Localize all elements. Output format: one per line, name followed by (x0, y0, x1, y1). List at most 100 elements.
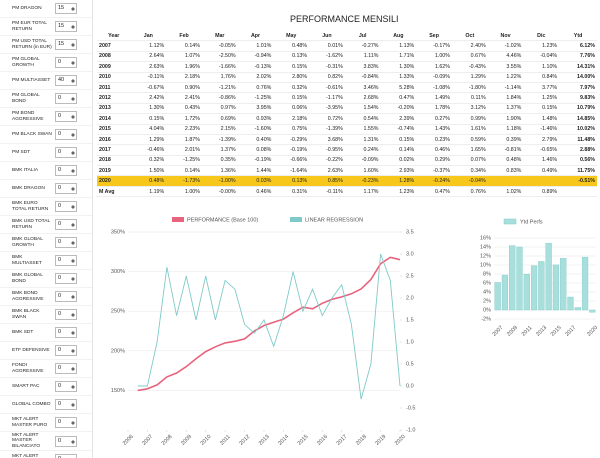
cell: 1.07% (166, 51, 202, 63)
number-input[interactable]: 0 (55, 273, 77, 284)
cell: -1.14% (487, 82, 524, 94)
item-label: BMK BLACK SWAN (12, 309, 40, 320)
cell: 2.02% (237, 72, 274, 83)
table-row: M Avg 1.19% 1.00% -0.00% 0.46% 0.31% -0.11% 1.1… (97, 186, 597, 198)
number-input[interactable]: 0 (55, 381, 77, 392)
cell: 1.49% (416, 92, 452, 104)
cell: 1.50% (130, 165, 167, 177)
number-input[interactable]: 0 (55, 309, 77, 320)
number-input[interactable]: 0 (55, 255, 77, 266)
cell: -0.09% (416, 72, 452, 83)
number-input[interactable]: 15 (55, 39, 77, 50)
x-tick-label: 2008 (161, 434, 174, 447)
cell: 0.48% (130, 175, 167, 187)
header-cell: Mar (201, 31, 238, 42)
cell: 1.13% (380, 40, 417, 52)
number-input[interactable]: 0 (55, 363, 77, 374)
x-tick-label: 2017 (336, 434, 349, 447)
cell: 2.39% (380, 113, 417, 125)
cell: -1.73% (166, 175, 202, 187)
x-tick-label: 2015 (297, 434, 310, 447)
item-label: MKT ALERT ITALIA BIG CAP (12, 454, 39, 458)
cell: -0.17% (416, 40, 452, 52)
year-cell: 2018 (97, 155, 131, 167)
cell: 1.61% (451, 124, 488, 135)
legend-swatch (172, 217, 184, 222)
cell (523, 175, 560, 187)
number-input[interactable]: 0 (55, 399, 77, 410)
y2-tick-label: 0.0 (406, 383, 414, 389)
cell: 0.14% (166, 165, 202, 177)
ytd-cell: -0.51% (559, 175, 597, 187)
cell: 5.28% (380, 82, 417, 94)
year-cell: 2016 (97, 134, 131, 146)
header-cell: Feb (166, 31, 202, 42)
number-input[interactable]: 0 (55, 291, 77, 302)
bar (509, 245, 516, 311)
number-input[interactable]: 0 (55, 183, 77, 194)
header-cell: Dic (523, 31, 560, 42)
cell: 0.89% (523, 186, 560, 198)
y-tick-label: 200% (111, 348, 125, 354)
cell: 1.00% (416, 51, 452, 63)
x-tick-label: 2009 (180, 434, 193, 447)
cell: 0.11% (451, 92, 488, 104)
number-input[interactable]: 0 (55, 237, 77, 248)
cell: 0.06% (273, 103, 310, 115)
number-input[interactable]: 0 (55, 327, 77, 338)
number-input[interactable]: 0 (55, 219, 77, 230)
ytd-cell: 14.85% (559, 113, 597, 125)
number-input[interactable]: 0 (55, 57, 77, 68)
table-row: 2015 4.04% 2.23% 2.15% -1.60% 0.75% -1.39% 1.55… (97, 124, 597, 135)
number-input[interactable]: 0 (55, 111, 77, 122)
table-row: 2019 1.50% 0.14% 1.36% 1.44% -1.64% 2.63% 1.60%… (97, 165, 597, 177)
number-input[interactable]: 0 (55, 417, 77, 428)
cell: -1.62% (309, 51, 345, 63)
cell: -1.00% (201, 175, 238, 187)
cell: 0.13% (273, 175, 310, 187)
y-tick-label: 12% (480, 253, 491, 259)
cell: 1.37% (487, 103, 524, 115)
sidebar-item: MKT ALERT MASTER PURO 0 (0, 414, 92, 432)
cell: 2.68% (344, 92, 381, 104)
number-input[interactable]: 15 (55, 3, 77, 14)
year-cell: 2015 (97, 124, 131, 135)
y-tick-label: 4% (483, 289, 491, 295)
y-tick-label: -2% (481, 316, 491, 322)
number-input[interactable]: 0 (55, 454, 77, 458)
ytd-cell: 0.56% (559, 155, 597, 167)
y-tick-label: 10% (480, 262, 491, 268)
cell: -0.67% (130, 82, 167, 94)
number-input[interactable]: 0 (55, 147, 77, 158)
table-row: 2007 1.12% 0.14% -0.05% 1.01% 0.48% 0.01% -0.27… (97, 40, 597, 52)
number-input[interactable]: 40 (55, 75, 77, 86)
cell: 0.34% (451, 165, 488, 177)
cell: 0.76% (451, 186, 488, 198)
bar (567, 296, 574, 311)
ytd-cell: 7.97% (559, 82, 597, 94)
ytd-cell: 14.31% (559, 61, 597, 73)
x-tick-label: 2019 (374, 434, 387, 447)
cell: 2.79% (523, 134, 560, 146)
cell: 2.18% (166, 72, 202, 83)
bar (560, 258, 567, 311)
y-tick-label: 250% (111, 309, 125, 315)
cell: -1.60% (237, 124, 274, 135)
cell: 2.42% (130, 92, 167, 104)
cell: 2.80% (273, 72, 310, 83)
cell: 1.76% (201, 72, 238, 83)
bar (581, 256, 589, 311)
cell: 0.75% (273, 124, 310, 135)
number-input[interactable]: 0 (55, 165, 77, 176)
bar (552, 264, 560, 311)
cell: 1.43% (416, 124, 452, 135)
number-input[interactable]: 15 (55, 21, 77, 32)
number-input[interactable]: 0 (55, 201, 77, 212)
number-input[interactable]: 0 (55, 129, 77, 140)
number-input[interactable]: 0 (55, 345, 77, 356)
number-input[interactable]: 0 (55, 93, 77, 104)
cell: 1.31% (344, 134, 381, 146)
number-input[interactable]: 0 (55, 435, 77, 447)
item-label: PM MULTIASSET (12, 77, 51, 83)
